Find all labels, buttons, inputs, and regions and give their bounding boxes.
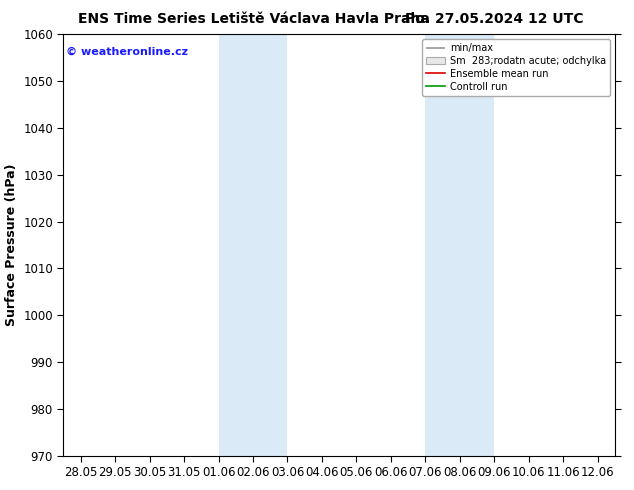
Bar	[425, 34, 495, 456]
Text: © weatheronline.cz: © weatheronline.cz	[66, 47, 188, 57]
Bar	[219, 34, 287, 456]
Y-axis label: Surface Pressure (hPa): Surface Pressure (hPa)	[4, 164, 18, 326]
Legend: min/max, Sm  283;rodatn acute; odchylka, Ensemble mean run, Controll run: min/max, Sm 283;rodatn acute; odchylka, …	[422, 39, 610, 96]
Text: Po. 27.05.2024 12 UTC: Po. 27.05.2024 12 UTC	[405, 12, 584, 26]
Text: ENS Time Series Letiště Václava Havla Praha: ENS Time Series Letiště Václava Havla Pr…	[77, 12, 430, 26]
